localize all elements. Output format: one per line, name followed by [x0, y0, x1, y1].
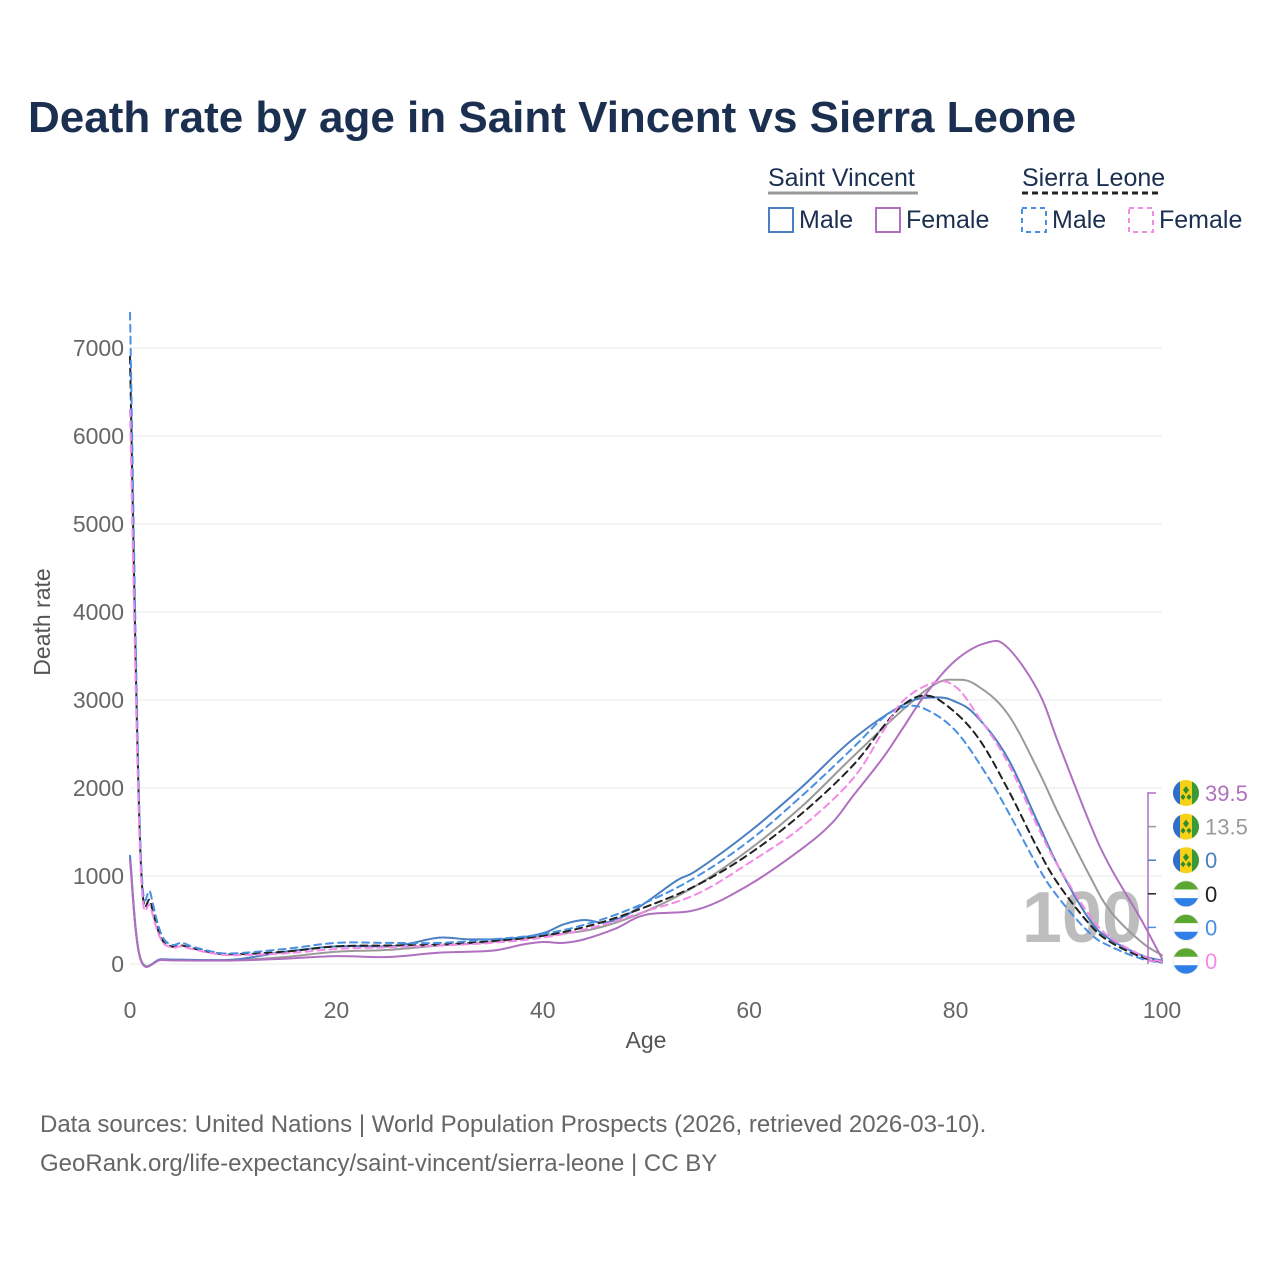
flag-sierra-leone-icon: [1172, 947, 1200, 975]
flag-stripe-left: [1173, 781, 1180, 805]
x-tick-label: 100: [1143, 997, 1181, 1023]
y-tick-label: 7000: [73, 335, 124, 361]
flag-sierra-leone-icon: [1172, 914, 1200, 941]
flag-outline: [1172, 880, 1200, 908]
flag-outline: [1172, 947, 1200, 975]
flag-stripe-left: [1173, 815, 1180, 839]
series-line-saint-vincent-female[interactable]: [129, 639, 1163, 968]
legend-group-sierra-leone: Sierra Leone: [1022, 164, 1165, 192]
end-label-value: 0: [1205, 882, 1217, 907]
legend-group-saint-vincent: Saint Vincent: [768, 164, 915, 192]
grid-layer: [130, 347, 1162, 965]
series-line-sierra-leone-male[interactable]: [129, 311, 1163, 964]
y-tick-label: 3000: [73, 687, 124, 713]
x-axis-title: Age: [626, 1027, 667, 1053]
x-tick-label: 80: [943, 997, 969, 1023]
end-label-value: 13.5: [1205, 815, 1248, 840]
x-tick-label: 20: [324, 997, 350, 1023]
end-label-value: 0: [1205, 848, 1217, 873]
end-labels: 39.5 13.5 0 0 0 0: [1147, 780, 1248, 975]
end-label-value: 0: [1205, 915, 1217, 940]
flag-saint-vincent-icon: [1173, 813, 1199, 840]
y-tick-label: 0: [111, 951, 124, 977]
flag-diamonds: [1180, 853, 1192, 868]
legend-label-sierra-leone-female[interactable]: Female: [1159, 206, 1242, 234]
series-line-sierra-leone-total[interactable]: [129, 355, 1163, 964]
x-tick-label: 60: [736, 997, 762, 1023]
legend-swatch-saint-vincent-female[interactable]: [875, 207, 901, 233]
legend-swatch-sierra-leone-male[interactable]: [1021, 207, 1047, 233]
y-axis-title: Death rate: [29, 568, 55, 675]
flag-diamonds: [1180, 819, 1192, 834]
y-tick-label: 6000: [73, 423, 124, 449]
series-line-saint-vincent-total[interactable]: [129, 678, 1163, 968]
y-tick-label: 5000: [73, 511, 124, 537]
flag-band-bottom: [1173, 965, 1199, 975]
x-tick-label: 0: [124, 997, 137, 1023]
legend[interactable]: Saint Vincent Sierra Leone Male Female M…: [768, 164, 1242, 234]
flag-band-top: [1173, 880, 1199, 890]
flag-band-top: [1173, 914, 1199, 924]
flag-diamonds: [1180, 786, 1192, 800]
flag-outline: [1172, 914, 1200, 941]
y-tick-label: 4000: [73, 599, 124, 625]
series-line-sierra-leone-female[interactable]: [129, 408, 1163, 963]
y-tick-label: 2000: [73, 775, 124, 801]
footer-source: Data sources: United Nations | World Pop…: [40, 1111, 986, 1138]
flag-saint-vincent-icon: [1173, 780, 1199, 806]
legend-label-sierra-leone-male[interactable]: Male: [1052, 206, 1106, 234]
chart-title: Death rate by age in Saint Vincent vs Si…: [28, 93, 1076, 142]
flag-stripe-right: [1192, 781, 1199, 805]
flag-band-top: [1173, 947, 1199, 957]
flag-saint-vincent-icon: [1173, 847, 1199, 874]
legend-label-saint-vincent-male[interactable]: Male: [799, 206, 853, 234]
flag-stripe-left: [1173, 848, 1180, 872]
flag-sierra-leone-icon: [1172, 880, 1200, 908]
legend-swatch-sierra-leone-female[interactable]: [1128, 207, 1154, 233]
flag-band-bottom: [1173, 931, 1199, 941]
end-label-value: 0: [1205, 949, 1217, 974]
end-label-value: 39.5: [1205, 781, 1248, 806]
series-layer: [129, 311, 1163, 968]
axis-layer: 0 1000 2000 3000 4000 5000 6000 7000 0 20 40 60 80 10…: [73, 335, 1181, 1023]
x-tick-label: 40: [530, 997, 556, 1023]
series-line-saint-vincent-male[interactable]: [129, 696, 1163, 968]
legend-label-saint-vincent-female[interactable]: Female: [906, 206, 989, 234]
flag-band-bottom: [1173, 898, 1199, 907]
flag-stripe-right: [1192, 848, 1199, 872]
y-tick-label: 1000: [73, 863, 124, 889]
legend-swatch-saint-vincent-male[interactable]: [768, 207, 794, 233]
flag-stripe-right: [1192, 815, 1199, 839]
footer-link[interactable]: GeoRank.org/life-expectancy/saint-vincen…: [40, 1150, 717, 1177]
